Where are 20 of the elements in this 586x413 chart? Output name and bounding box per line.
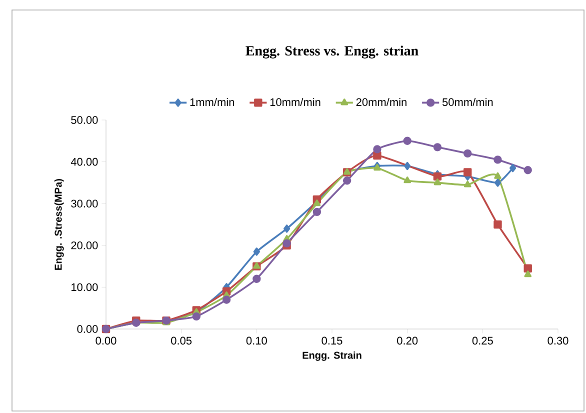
legend-label: 10mm/min — [270, 98, 320, 106]
y-tick-label: 10.00 — [72, 283, 98, 292]
x-tick-label: 0.15 — [322, 336, 342, 345]
chart-title: Engg. Stress vs. Engg. strian — [246, 46, 418, 58]
x-tick-label: 0.00 — [96, 336, 116, 345]
legend-label: 20mm/min — [356, 98, 406, 106]
x-tick-label: 0.30 — [548, 336, 568, 345]
y-tick-label: 0.00 — [77, 325, 98, 333]
y-tick-label: 30.00 — [71, 200, 98, 208]
legend-label: 1mm/min — [190, 98, 234, 106]
x-tick-label: 0.20 — [397, 336, 418, 345]
y-tick-label: 50.00 — [71, 116, 98, 124]
x-tick-label: 0.10 — [246, 336, 267, 345]
y-tick-label: 40.00 — [70, 158, 98, 166]
y-tick-label: 20.00 — [71, 242, 98, 250]
x-axis-title: Engg. Strain — [302, 351, 362, 361]
x-tick-label: 0.25 — [472, 336, 493, 345]
x-tick-label: 0.05 — [171, 336, 192, 345]
y-axis-title: Engg. .Stress(MPa) — [54, 178, 64, 270]
legend-label: 50mm/min — [442, 98, 493, 106]
